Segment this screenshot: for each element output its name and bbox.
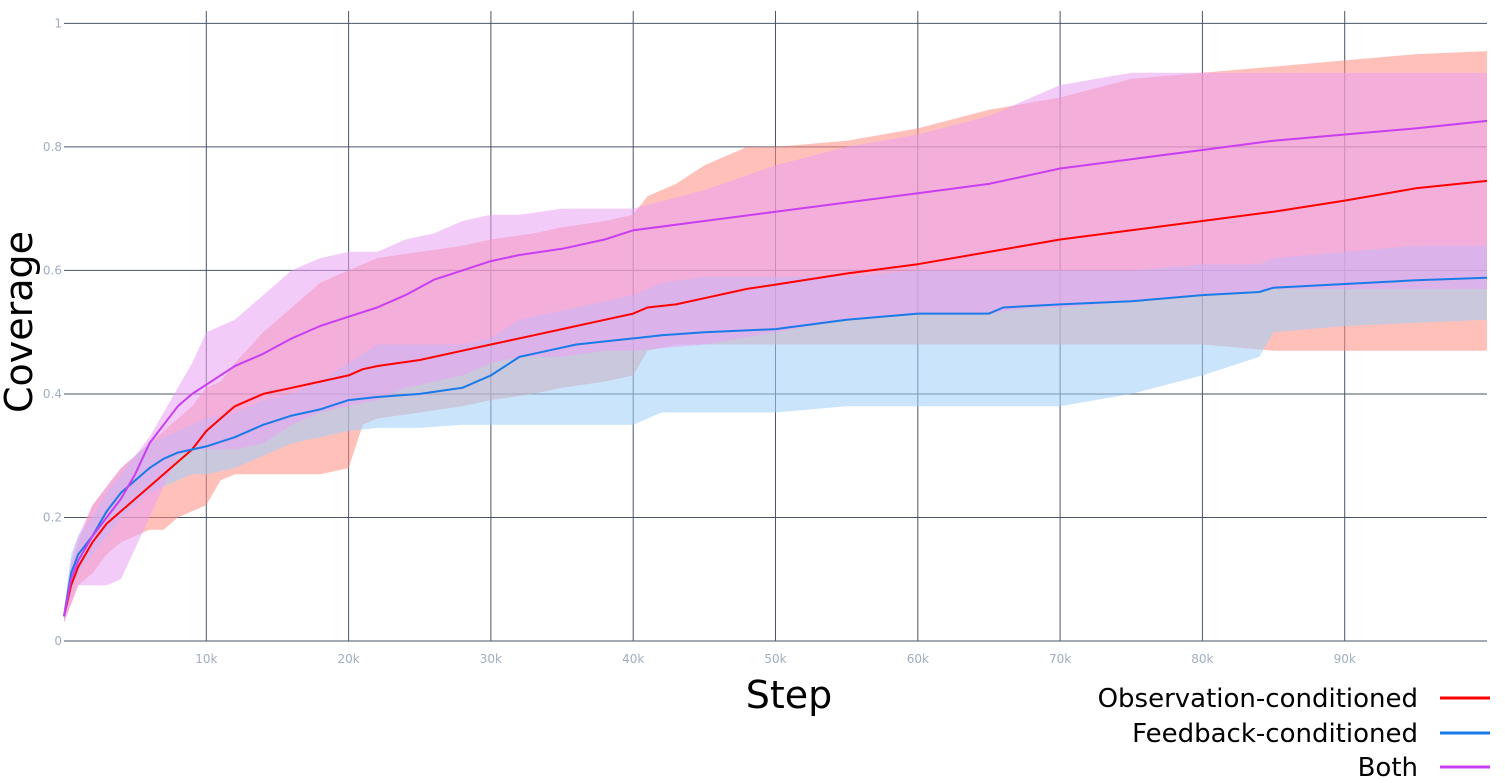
x-tick-label: 60k (907, 652, 929, 666)
feedback-conditioned-line (63, 276, 1488, 617)
y-tick-label: 0.6 (43, 263, 62, 277)
y-tick-label: 0.2 (43, 510, 62, 524)
x-tick-label: 30k (480, 652, 502, 666)
x-tick-label: 10k (195, 652, 217, 666)
x-tick-label: 40k (622, 652, 644, 666)
x-tick-label: 20k (337, 652, 359, 666)
x-tick-label: 90k (1334, 652, 1356, 666)
observation-conditioned-line (63, 179, 1488, 617)
legend-label-both: Both (1358, 753, 1418, 783)
legend-label-observation-conditioned: Observation-conditioned (1098, 684, 1418, 714)
series-lines (63, 119, 1488, 617)
confidence-bands (64, 51, 1487, 623)
y-tick-label: 0.8 (43, 140, 62, 154)
both-line (63, 119, 1488, 617)
y-tick-label: 0.4 (43, 387, 62, 401)
x-tick-label: 80k (1191, 652, 1213, 666)
y-tick-labels: 0 0.2 0.4 0.6 0.8 1 (43, 16, 62, 648)
y-axis-title: Coverage (0, 231, 41, 413)
x-axis-title: Step (746, 673, 833, 717)
x-tick-label: 70k (1049, 652, 1071, 666)
x-tick-label: 50k (764, 652, 786, 666)
both-band (64, 72, 1487, 623)
feedback-conditioned-band (64, 245, 1487, 623)
x-tick-labels: 10k 20k 30k 40k 50k 60k 70k 80k 90k (195, 652, 1356, 666)
y-tick-label: 0 (54, 634, 62, 648)
legend: Observation-conditioned Feedback-conditio… (1098, 684, 1490, 783)
legend-label-feedback-conditioned: Feedback-conditioned (1132, 719, 1418, 749)
y-tick-label: 1 (54, 16, 62, 30)
